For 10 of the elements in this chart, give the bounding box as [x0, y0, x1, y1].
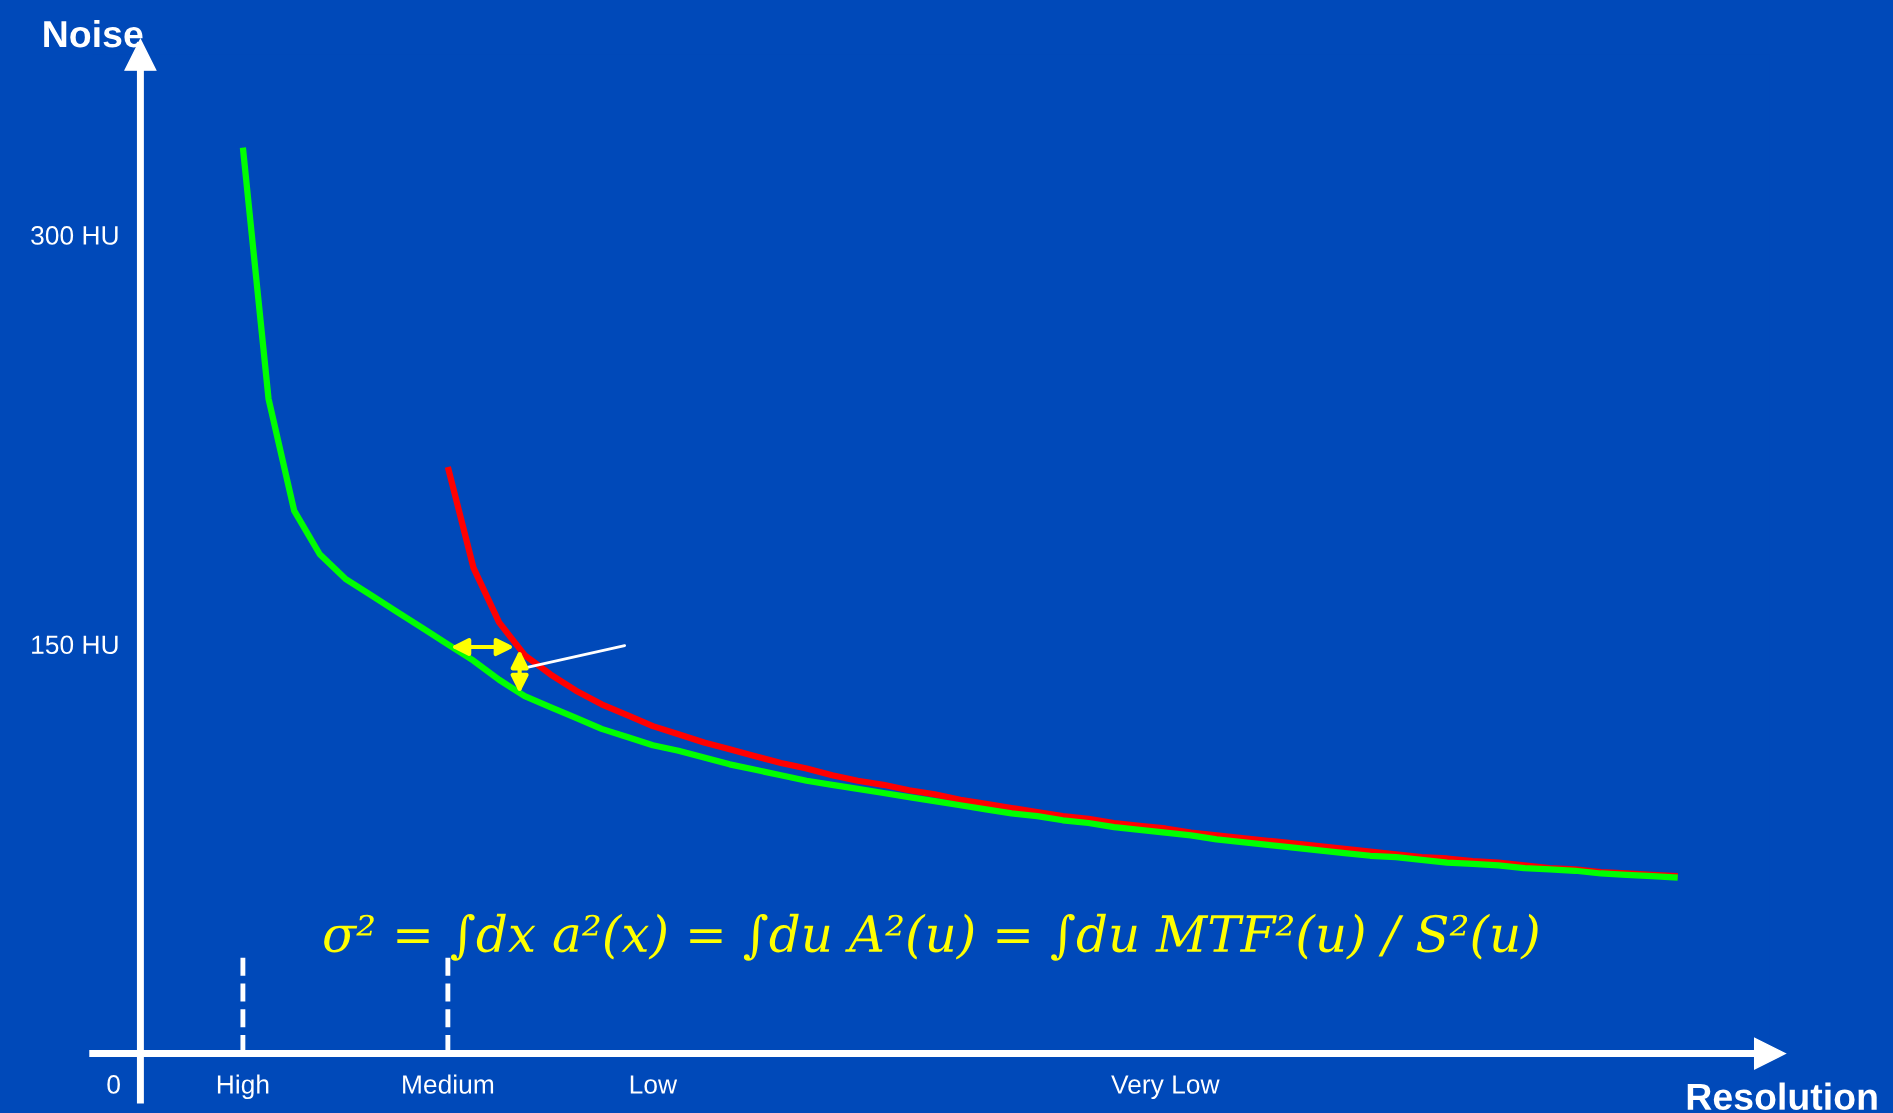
x-tick-label: Medium — [403, 1074, 494, 1094]
y-tick-label: 150 HU — [32, 635, 118, 655]
y-tick-label: 300 HU — [31, 226, 118, 245]
annotation: σ² = ∫dx a²(x) = ∫du A²(u) = ∫du MTF²(u) / S²(u) — [324, 913, 1538, 961]
x-tick-label: Very Low — [1111, 1075, 1220, 1100]
y-axis-title: Noise — [44, 19, 143, 48]
x-tick-label: High — [217, 1074, 269, 1100]
x-tick-label: 0 — [107, 1075, 120, 1094]
x-axis-title: Resolution — [1687, 1082, 1877, 1111]
x-tick-label: Low — [630, 1075, 678, 1094]
